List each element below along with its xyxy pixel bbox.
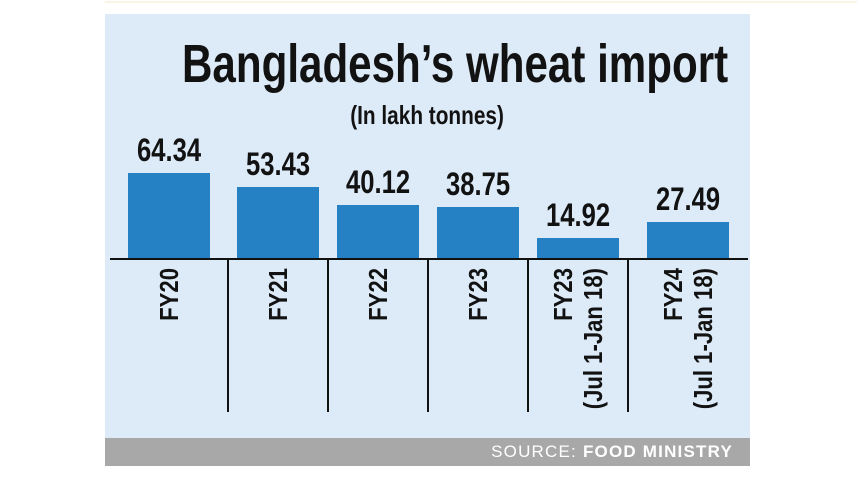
- axis-tick-label: FY20: [154, 268, 184, 321]
- tick-line: (Jul 1-Jan 18): [688, 268, 718, 410]
- value-label: 64.34: [109, 132, 229, 168]
- x-axis-line: [110, 258, 748, 260]
- tick-line: FY24: [658, 268, 688, 321]
- value-text: 53.43: [245, 146, 311, 182]
- tick-line: FY20: [154, 268, 184, 321]
- bar-fy24-jul-1-jan-18-: [647, 222, 729, 258]
- category-divider: [227, 258, 229, 412]
- chart-subtitle: (In lakh tonnes): [350, 100, 505, 130]
- value-text: 64.34: [136, 132, 202, 168]
- value-text: 38.75: [445, 166, 511, 202]
- bar-fy21: [237, 187, 319, 258]
- tick-line: FY23: [548, 268, 578, 321]
- value-label: 14.92: [518, 197, 638, 233]
- axis-tick-label: FY21: [263, 268, 293, 321]
- category-divider: [427, 258, 429, 412]
- bar-fy23: [437, 207, 519, 258]
- value-text: 27.49: [655, 181, 721, 217]
- bar-fy22: [337, 205, 419, 258]
- axis-tick-label: FY24 (Jul 1-Jan 18): [658, 268, 718, 409]
- bar-chart: 64.34 FY20 53.43 FY21 40.12 FY22 38.75 FY23 14.9…: [105, 14, 750, 466]
- axis-tick-label: FY23: [463, 268, 493, 321]
- bar-fy23-jul-1-jan-18-: [537, 238, 619, 258]
- value-label: 38.75: [418, 166, 538, 202]
- source-bar: SOURCE: FOOD MINISTRY: [105, 438, 750, 466]
- top-edge-strip: [105, 1, 857, 3]
- subtitle-row: (In lakh tonnes): [105, 100, 750, 131]
- category-divider: [327, 258, 329, 412]
- value-label: 40.12: [318, 164, 438, 200]
- value-text: 14.92: [545, 197, 611, 233]
- value-label: 53.43: [218, 146, 338, 182]
- tick-line: FY23: [463, 268, 493, 321]
- title-row: Bangladesh’s wheat import: [105, 36, 750, 93]
- source-value: FOOD MINISTRY: [582, 442, 733, 461]
- tick-line: FY21: [263, 268, 293, 321]
- category-divider: [527, 258, 529, 412]
- bar-fy20: [128, 173, 210, 258]
- value-label: 27.49: [628, 181, 748, 217]
- axis-tick-label: FY23 (Jul 1-Jan 18): [548, 268, 608, 409]
- source-label: SOURCE:: [491, 442, 577, 461]
- value-text: 40.12: [345, 164, 411, 200]
- tick-line: (Jul 1-Jan 18): [578, 268, 608, 410]
- axis-tick-label: FY22: [363, 268, 393, 321]
- chart-panel: Bangladesh’s wheat import (In lakh tonne…: [105, 14, 750, 466]
- chart-title: Bangladesh’s wheat import: [182, 34, 729, 94]
- category-divider: [627, 258, 629, 412]
- tick-line: FY22: [363, 268, 393, 321]
